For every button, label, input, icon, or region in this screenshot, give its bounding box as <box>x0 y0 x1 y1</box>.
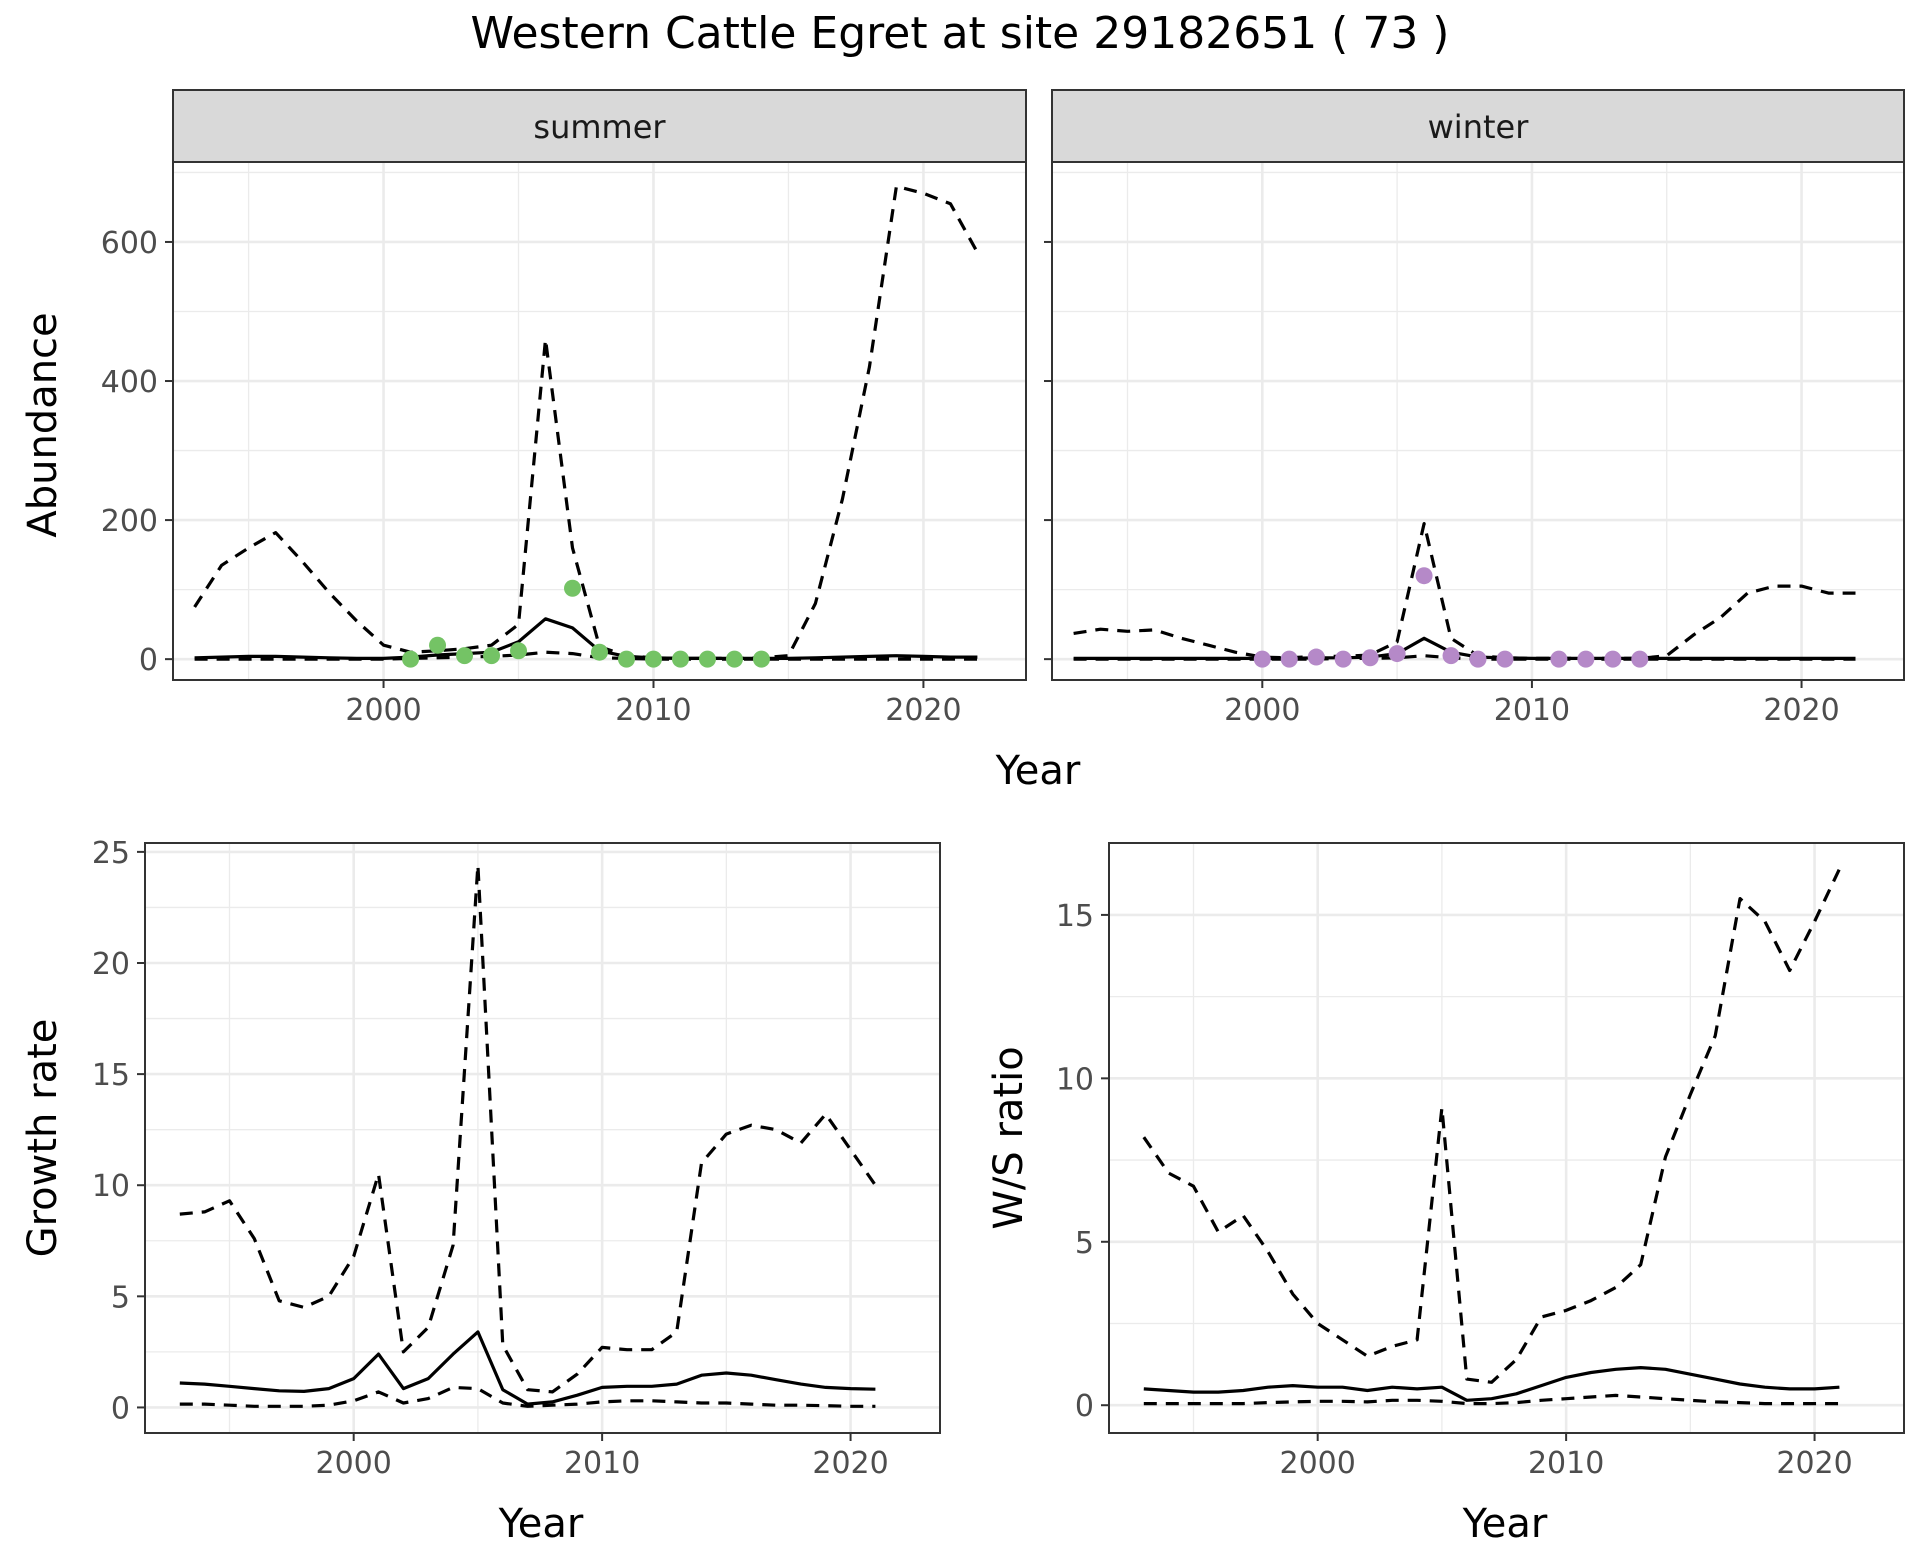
gridlines <box>145 843 940 1433</box>
gridlines <box>1052 162 1904 680</box>
observed-point <box>1307 648 1325 666</box>
x-tick-label: 2010 <box>1494 693 1570 728</box>
observed-point <box>617 650 635 668</box>
y-tick-label: 600 <box>101 226 158 261</box>
observed-point <box>1604 650 1622 668</box>
ratio-y-axis-label: W/S ratio <box>986 1046 1032 1229</box>
summer-strip <box>172 89 1027 163</box>
observed-point <box>698 650 716 668</box>
winter-strip <box>1051 89 1905 163</box>
x-tick-label: 2000 <box>1224 693 1300 728</box>
solid-series-line-0 <box>179 1330 876 1406</box>
observed-point <box>1496 650 1514 668</box>
dashed-series-line-1 <box>1142 868 1841 1384</box>
observed-point <box>1388 645 1406 663</box>
y-tick-label: 25 <box>92 836 130 871</box>
observed-point <box>1631 650 1649 668</box>
growth-rate-panel: 2000 2010 2020 0 5 10 15 20 25 <box>92 836 941 1481</box>
panel-border <box>144 842 941 1434</box>
x-tick-label: 2020 <box>885 693 961 728</box>
growth-x-axis-label: Year <box>498 1501 584 1547</box>
observed-point <box>1577 650 1595 668</box>
observed-point <box>564 579 582 597</box>
observed-point <box>1442 647 1460 665</box>
observed-point <box>1469 650 1487 668</box>
observed-point <box>456 647 474 665</box>
observed-point <box>510 642 528 660</box>
y-tick-label: 15 <box>92 1058 130 1093</box>
dashed-series-line-1 <box>193 184 979 661</box>
y-tick-label: 5 <box>111 1280 130 1315</box>
observed-point <box>1415 567 1433 585</box>
dashed-series-line-1 <box>179 863 877 1394</box>
gridlines <box>1109 843 1904 1433</box>
observed-point <box>429 636 447 654</box>
x-tick-label: 2020 <box>812 1446 888 1481</box>
x-tick-label: 2010 <box>1528 1446 1604 1481</box>
abundance-winter-panel: winter 2000 2010 2020 <box>1044 89 1905 728</box>
dashed-series-line-2 <box>179 1385 876 1408</box>
y-tick-label: 200 <box>101 504 158 539</box>
y-tick-label: 10 <box>1056 1062 1094 1097</box>
dashed-series-line-1 <box>1073 521 1856 661</box>
observed-point <box>671 650 689 668</box>
y-tick-label: 20 <box>92 947 130 982</box>
y-tick-label: 10 <box>92 1169 130 1204</box>
figure-title: Western Cattle Egret at site 29182651 ( … <box>471 8 1450 59</box>
summer-strip-label: summer <box>533 108 666 146</box>
winter-strip-label: winter <box>1428 108 1530 146</box>
dashed-series-line-2 <box>1143 1393 1840 1406</box>
observed-point <box>1550 650 1568 668</box>
ws-ratio-panel: 2000 2010 2020 0 5 10 15 <box>1056 842 1905 1481</box>
observed-point <box>402 650 420 668</box>
ratio-x-axis-label: Year <box>1462 1501 1548 1547</box>
panel-border <box>1051 161 1905 681</box>
panel-border <box>172 161 1027 681</box>
observed-point <box>1280 650 1298 668</box>
observed-point <box>1361 649 1379 667</box>
y-tick-label: 0 <box>1075 1389 1094 1424</box>
y-tick-label: 15 <box>1056 899 1094 934</box>
panel-border <box>1108 842 1905 1434</box>
observed-point <box>1253 650 1271 668</box>
x-tick-label: 2020 <box>1763 693 1839 728</box>
observed-point <box>725 650 743 668</box>
solid-series-line-0 <box>1073 636 1856 661</box>
solid-series-line-0 <box>1143 1365 1840 1402</box>
x-tick-label: 2020 <box>1776 1446 1852 1481</box>
abundance-y-axis-label: Abundance <box>20 312 66 537</box>
observed-point <box>1334 650 1352 668</box>
solid-series-line-0 <box>194 617 978 661</box>
x-tick-label: 2010 <box>564 1446 640 1481</box>
observed-point <box>483 647 501 665</box>
x-tick-label: 2000 <box>1280 1446 1356 1481</box>
x-tick-label: 2000 <box>345 693 421 728</box>
observed-point <box>591 643 608 661</box>
observed-point <box>752 650 770 668</box>
abundance-summer-panel: summer 2000 2010 2020 0 200 400 600 <box>101 89 1027 728</box>
y-tick-label: 5 <box>1075 1226 1094 1261</box>
growth-y-axis-label: Growth rate <box>20 1019 66 1258</box>
y-tick-label: 0 <box>111 1391 130 1426</box>
gridlines <box>173 162 1026 680</box>
y-tick-label: 0 <box>139 643 158 678</box>
observed-point <box>644 650 662 668</box>
y-tick-label: 400 <box>101 365 158 400</box>
x-tick-label: 2000 <box>316 1446 392 1481</box>
x-tick-label: 2010 <box>615 693 691 728</box>
abundance-x-axis-label: Year <box>995 748 1081 794</box>
